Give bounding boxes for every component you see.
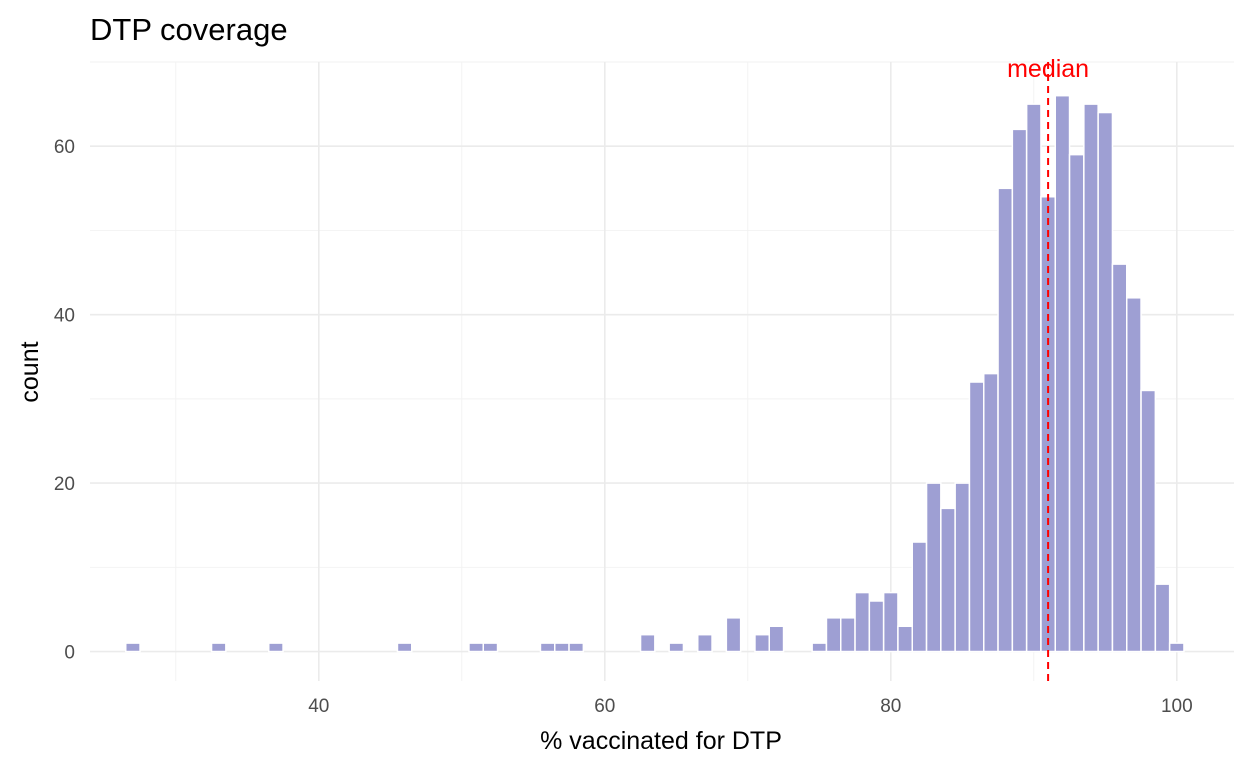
histogram-bar — [768, 625, 785, 653]
y-axis-ticks: 0 20 40 60 — [54, 137, 75, 663]
histogram-bar — [697, 633, 713, 653]
histogram-bar — [482, 642, 499, 653]
histogram-bar — [639, 633, 656, 653]
x-tick-label: 40 — [308, 696, 329, 717]
histogram-bar — [1083, 103, 1099, 653]
x-tick-label: 60 — [594, 696, 615, 717]
histogram-bar — [1068, 153, 1085, 653]
histogram-bar — [1126, 297, 1142, 653]
histogram-bar — [1154, 583, 1171, 653]
histogram-bar — [754, 633, 771, 653]
x-tick-label: 100 — [1161, 696, 1193, 717]
y-tick-label: 40 — [54, 306, 75, 327]
histogram-bar — [882, 591, 899, 653]
histogram-bar — [1025, 103, 1042, 653]
histogram-bar — [539, 642, 556, 653]
histogram-bar — [868, 600, 885, 653]
histogram-bar — [897, 625, 914, 653]
histogram-bar — [825, 617, 842, 653]
histogram-bar — [940, 507, 956, 653]
y-tick-label: 20 — [54, 474, 75, 495]
histogram-bar — [554, 642, 570, 653]
histogram-bar — [854, 591, 871, 653]
x-axis-title: % vaccinated for DTP — [540, 727, 782, 755]
histogram-bar — [568, 642, 585, 653]
histogram-bar — [954, 482, 971, 653]
histogram-bar — [125, 642, 141, 653]
x-tick-label: 80 — [880, 696, 901, 717]
median-label: median — [1007, 55, 1089, 83]
y-tick-label: 60 — [54, 137, 75, 158]
histogram-bar — [1140, 389, 1157, 653]
histogram-bar — [1054, 94, 1071, 653]
x-axis-ticks: 40 60 80 100 — [308, 696, 1192, 717]
histogram-bar — [1111, 263, 1128, 653]
y-tick-label: 0 — [64, 643, 75, 664]
histogram-bar — [911, 541, 928, 653]
histogram-bars — [125, 94, 1185, 653]
histogram-bar — [840, 617, 856, 653]
histogram-bar — [210, 642, 227, 653]
histogram-bar — [811, 642, 828, 653]
histogram-bar — [1097, 111, 1114, 653]
histogram-bar — [468, 642, 485, 653]
histogram-bar — [1168, 642, 1185, 653]
y-axis-title: count — [16, 341, 44, 402]
histogram-bar — [725, 617, 742, 653]
histogram-bar — [268, 642, 284, 653]
histogram-bar — [668, 642, 685, 653]
histogram-bar — [1011, 128, 1028, 653]
histogram-bar — [983, 372, 999, 653]
histogram-bar — [997, 187, 1014, 653]
histogram-bar — [925, 482, 942, 653]
histogram-bar — [396, 642, 413, 653]
chart-title: DTP coverage — [90, 12, 288, 47]
histogram-bar — [968, 381, 985, 653]
